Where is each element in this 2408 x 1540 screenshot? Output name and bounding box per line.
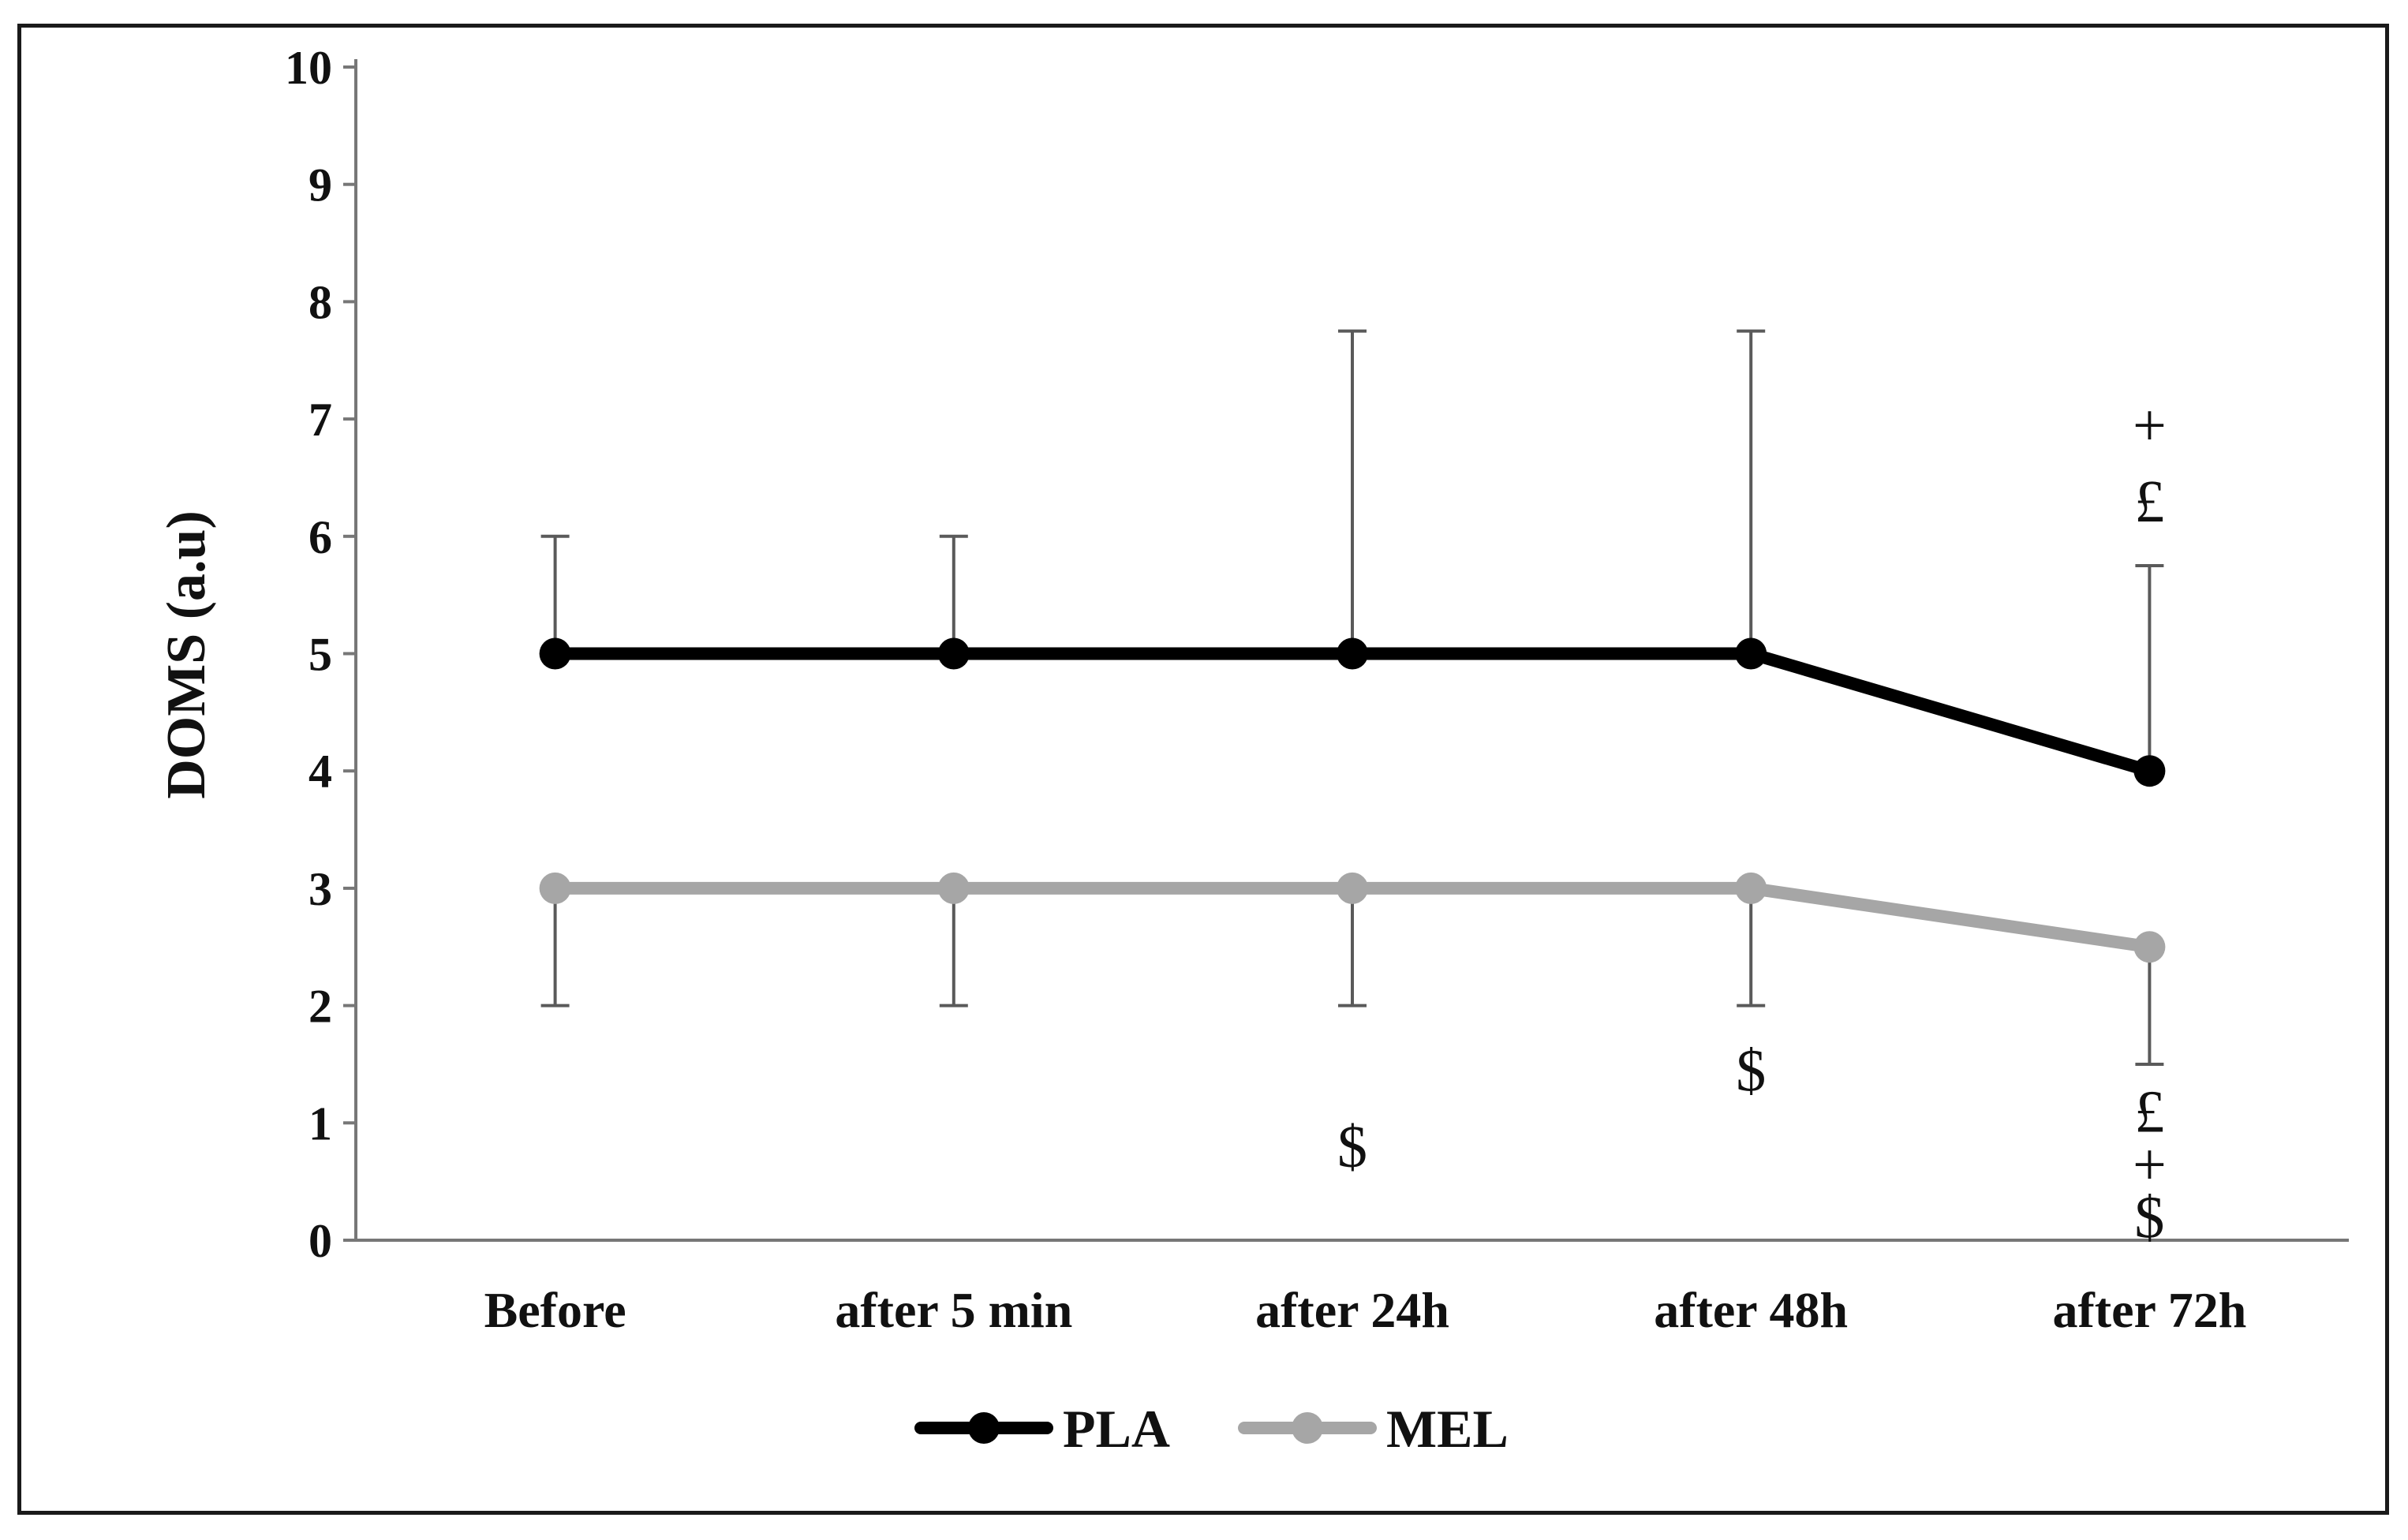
- chart-frame: 0 1 2 3 4 5 6 7 8 9 10 Before after 5 min after 24h af…: [17, 24, 2389, 1515]
- y-tick-label: 1: [308, 1097, 332, 1149]
- y-tick-label: 0: [308, 1215, 332, 1267]
- axes: 0 1 2 3 4 5 6 7 8 9 10 Before after 5 min after 24h af…: [285, 42, 2349, 1338]
- data-point-mel: [1337, 872, 1368, 904]
- y-tick-label: 2: [308, 981, 332, 1033]
- annotations: $$+££+$: [1337, 393, 2167, 1251]
- y-tick-label: 10: [285, 42, 332, 94]
- legend-marker-pla: [968, 1412, 1000, 1444]
- data-point-mel: [937, 872, 970, 904]
- chart-svg: 0 1 2 3 4 5 6 7 8 9 10 Before after 5 min after 24h af…: [156, 42, 2349, 1459]
- y-tick-label: 7: [308, 394, 332, 446]
- legend-marker-mel: [1292, 1412, 1323, 1444]
- series: [539, 637, 2166, 963]
- y-axis-title: DOMS (a.u): [156, 510, 217, 799]
- y-tick-label: 8: [308, 276, 332, 328]
- x-tick-label: Before: [484, 1282, 626, 1338]
- y-tick-label: 6: [308, 511, 332, 563]
- y-tick-label: 4: [308, 746, 332, 798]
- y-tick-label: 3: [308, 863, 332, 915]
- error-bars: [540, 329, 2164, 1066]
- legend-label-mel: MEL: [1386, 1399, 1509, 1459]
- series-line-pla: [555, 647, 2152, 777]
- x-tick-label: after 24h: [1255, 1282, 1449, 1338]
- data-point-pla: [2133, 755, 2166, 787]
- data-point-pla: [1337, 637, 1368, 670]
- x-tick-label: after 48h: [1654, 1282, 1848, 1338]
- x-tick-label: after 5 min: [835, 1282, 1072, 1338]
- data-point-mel: [539, 872, 571, 904]
- annotation-symbol: £: [2134, 1078, 2164, 1145]
- legend-label-pla: PLA: [1063, 1399, 1170, 1459]
- data-point-pla: [539, 637, 571, 670]
- annotation-symbol: £: [2134, 469, 2164, 535]
- legend: PLA MEL: [914, 1399, 1509, 1459]
- y-tick-label: 9: [308, 159, 332, 211]
- data-point-mel: [1735, 872, 1767, 904]
- annotation-symbol: $: [2134, 1184, 2164, 1250]
- annotation-symbol: $: [1337, 1114, 1367, 1180]
- y-tick-label: 5: [308, 629, 332, 681]
- data-point-pla: [937, 637, 970, 670]
- annotation-symbol: +: [2133, 393, 2167, 459]
- x-tick-label: after 72h: [2052, 1282, 2246, 1338]
- annotation-symbol: +: [2133, 1131, 2167, 1198]
- data-point-mel: [2133, 931, 2166, 963]
- data-point-pla: [1735, 637, 1767, 670]
- annotation-symbol: $: [1736, 1037, 1766, 1104]
